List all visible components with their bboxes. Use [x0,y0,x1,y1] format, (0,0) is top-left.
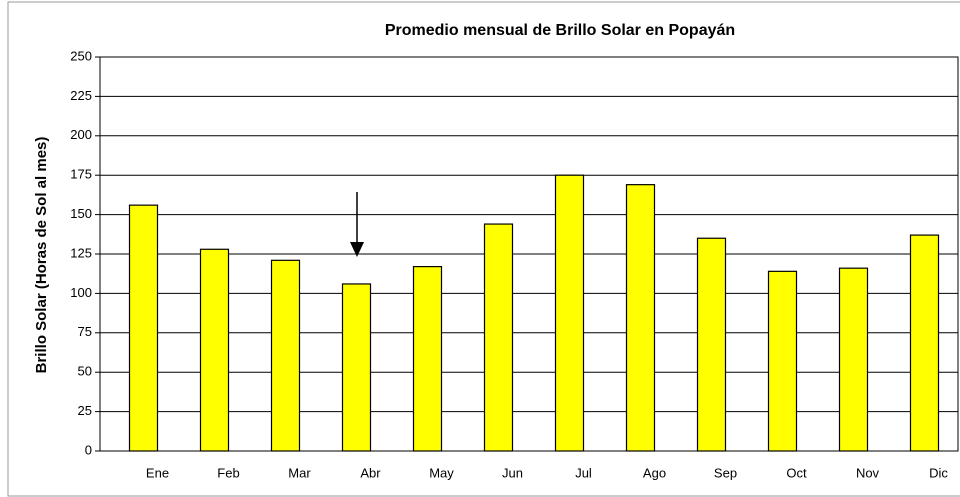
y-tick-label: 200 [70,127,92,142]
y-tick-label: 150 [70,206,92,221]
x-tick-label: May [429,465,454,480]
y-tick-label: 0 [85,442,92,457]
y-tick-label: 250 [70,48,92,63]
bar [341,283,372,452]
x-tick-label: Ene [146,465,169,480]
bar [270,259,301,452]
y-axis-label: Brillo Solar (Horas de Sol al mes) [33,137,50,374]
x-tick-label: Abr [360,465,381,480]
y-tick-label: 125 [70,245,92,260]
bar [128,204,159,452]
x-tick-label: Feb [217,465,239,480]
y-tick-label: 100 [70,285,92,300]
x-tick-label: Mar [288,465,311,480]
y-tick-label: 75 [78,324,92,339]
x-tick-label: Ago [643,465,666,480]
y-tick-label: 225 [70,88,92,103]
x-tick-label: Oct [786,465,807,480]
y-tick-label: 50 [78,364,92,379]
bar [696,237,727,452]
chart-frame [7,1,960,497]
bar [767,270,798,452]
y-tick-label: 175 [70,167,92,182]
chart-title: Promedio mensual de Brillo Solar en Popa… [385,22,735,39]
x-tick-label: Jul [575,465,592,480]
bar [625,184,656,452]
arrow-head [350,242,364,257]
bar [838,267,869,452]
bar [554,174,585,452]
bar [909,234,940,452]
bar [199,248,230,452]
bar [412,266,443,452]
bar [483,223,514,452]
x-tick-label: Nov [856,465,880,480]
y-tick-label: 25 [78,403,92,418]
x-tick-label: Dic [929,465,948,480]
x-tick-label: Sep [714,465,737,480]
x-tick-label: Jun [502,465,523,480]
